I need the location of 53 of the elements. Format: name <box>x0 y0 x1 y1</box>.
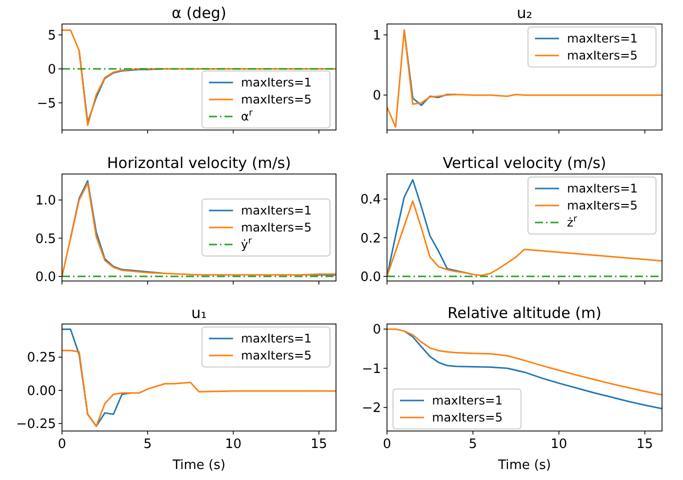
legend-label: maxIters=1 <box>241 204 312 218</box>
line-series <box>403 330 662 410</box>
y-tick-label: −5 <box>36 96 56 112</box>
x-tick-label: 0 <box>58 437 66 452</box>
legend-label: ẏ$^{r}$ <box>241 236 252 252</box>
chart-title: α (deg) <box>172 4 226 22</box>
legend-label: maxIters=5 <box>432 410 503 425</box>
y-tick-label: −1 <box>362 362 381 377</box>
y-tick-label: 0.00 <box>27 384 56 399</box>
legend-label: ż$^{r}$ <box>567 214 578 230</box>
y-tick-label: 0 <box>372 322 381 338</box>
y-tick-label: 0 <box>48 62 56 78</box>
y-tick-label: 1.0 <box>35 194 56 209</box>
line-series <box>387 328 662 396</box>
chart-title: u₂ <box>516 4 532 22</box>
y-tick-label: −2 <box>362 401 381 416</box>
y-tick-label: 1 <box>372 28 381 44</box>
y-tick-label: 5 <box>48 28 56 44</box>
legend-label: maxIters=5 <box>241 220 312 235</box>
chart-title: Horizontal velocity (m/s) <box>107 154 291 172</box>
y-tick-label: 0.0 <box>360 270 381 285</box>
y-tick-label: 0.25 <box>27 350 56 366</box>
chart-title: Relative altitude (m) <box>448 304 602 322</box>
legend-label: maxIters=1 <box>241 332 312 346</box>
line-series <box>62 350 336 427</box>
y-tick-label: 0.5 <box>35 232 56 247</box>
legend-label: maxIters=1 <box>432 394 503 408</box>
y-tick-label: 0.4 <box>360 192 381 208</box>
x-axis-title: Time (s) <box>497 458 551 473</box>
line-series <box>387 29 662 128</box>
legend-label: maxIters=5 <box>241 92 312 107</box>
chart-title: u₁ <box>191 304 207 322</box>
x-tick-label: 10 <box>550 437 568 452</box>
legend-label: maxIters=5 <box>567 48 638 63</box>
legend-label: maxIters=1 <box>567 32 638 46</box>
x-tick-label: 10 <box>224 437 242 452</box>
x-tick-label: 15 <box>636 437 654 452</box>
y-tick-label: 0 <box>372 88 381 104</box>
x-tick-label: 5 <box>468 437 478 452</box>
y-tick-label: 0.2 <box>360 231 381 246</box>
y-tick-label: −0.25 <box>16 417 56 432</box>
legend-label: maxIters=5 <box>241 348 312 363</box>
legend-label: maxIters=5 <box>567 198 638 213</box>
chart-title: Vertical velocity (m/s) <box>442 154 606 172</box>
y-tick-label: 0.0 <box>35 270 56 285</box>
legend-label: maxIters=1 <box>241 76 312 90</box>
x-tick-label: 0 <box>382 437 392 452</box>
legend-label: α$^{r}$ <box>241 108 253 124</box>
legend-label: maxIters=1 <box>567 182 638 196</box>
x-axis-title: Time (s) <box>172 458 226 473</box>
line-series <box>387 200 662 278</box>
x-tick-label: 15 <box>310 437 328 452</box>
x-tick-label: 5 <box>143 437 152 452</box>
